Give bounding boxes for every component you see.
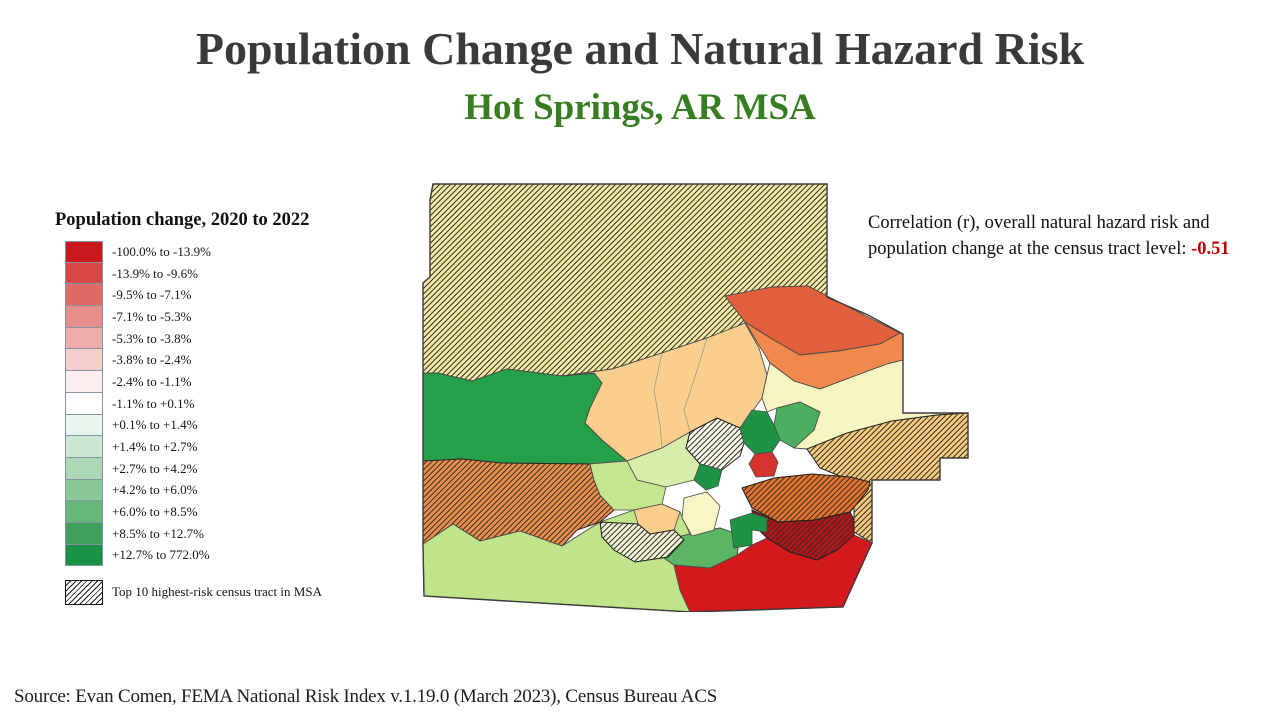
legend-label: -7.1% to -5.3% bbox=[112, 308, 192, 324]
legend-label: +12.7% to 772.0% bbox=[112, 547, 210, 563]
legend-row: -1.1% to +0.1% bbox=[65, 392, 395, 415]
legend-rows: -100.0% to -13.9% -13.9% to -9.6% -9.5% … bbox=[65, 241, 395, 567]
page-subtitle: Hot Springs, AR MSA bbox=[464, 87, 816, 128]
correlation-text: Correlation (r), overall natural hazard … bbox=[868, 213, 1210, 260]
legend-label: -3.8% to -2.4% bbox=[112, 352, 192, 368]
legend-hatch-label: Top 10 highest-risk census tract in MSA bbox=[112, 584, 322, 600]
legend-row: -3.8% to -2.4% bbox=[65, 349, 395, 372]
legend-row: -9.5% to -7.1% bbox=[65, 284, 395, 307]
legend-swatch bbox=[65, 544, 103, 567]
legend-label: -9.5% to -7.1% bbox=[112, 287, 192, 303]
hatch-overlay bbox=[807, 413, 968, 543]
county-outline bbox=[422, 183, 969, 612]
tract-city-darkgreen-north bbox=[739, 409, 781, 455]
legend-label: +0.1% to +1.4% bbox=[112, 417, 198, 433]
legend-label: -5.3% to -3.8% bbox=[112, 330, 192, 346]
legend-row: +1.4% to +2.7% bbox=[65, 436, 395, 458]
legend-row: -100.0% to -13.9% bbox=[65, 241, 395, 263]
correlation-note: Correlation (r), overall natural hazard … bbox=[868, 210, 1266, 263]
legend-label: -100.0% to -13.9% bbox=[112, 243, 211, 259]
tract-city-paleyellow-south bbox=[681, 491, 721, 537]
legend-label: -2.4% to -1.1% bbox=[112, 373, 192, 389]
legend-swatch bbox=[65, 457, 103, 480]
legend-swatch bbox=[65, 284, 103, 307]
legend-swatch bbox=[65, 501, 103, 523]
legend-label: +6.0% to +8.5% bbox=[112, 504, 198, 520]
source-note: Source: Evan Comen, FEMA National Risk I… bbox=[14, 686, 718, 707]
legend-swatch bbox=[65, 349, 103, 372]
hatch-overlay bbox=[752, 510, 854, 560]
legend-swatch bbox=[65, 414, 103, 437]
hatch-overlay bbox=[600, 522, 684, 562]
legend-row: +4.2% to +6.0% bbox=[65, 479, 395, 502]
hatch-overlay bbox=[686, 418, 744, 470]
hatch-overlay bbox=[423, 184, 827, 381]
legend-swatch bbox=[65, 522, 103, 545]
legend-label: +2.7% to +4.2% bbox=[112, 460, 198, 476]
legend-swatch bbox=[65, 392, 103, 415]
legend-row: -13.9% to -9.6% bbox=[65, 262, 395, 285]
legend-hatch-row: Top 10 highest-risk census tract in MSA bbox=[65, 579, 395, 605]
legend-hatch-swatch bbox=[65, 579, 103, 605]
tract-city-darkgreen-south bbox=[693, 463, 723, 491]
legend-label: -13.9% to -9.6% bbox=[112, 265, 198, 281]
page-title: Population Change and Natural Hazard Ris… bbox=[195, 23, 1085, 74]
choropleth-map bbox=[422, 180, 985, 612]
legend-row: -2.4% to -1.1% bbox=[65, 371, 395, 393]
correlation-value: -0.51 bbox=[1191, 239, 1230, 260]
legend-swatch bbox=[65, 262, 103, 285]
tract-boundary-line bbox=[653, 337, 708, 449]
legend-swatch bbox=[65, 327, 103, 350]
legend-label: -1.1% to +0.1% bbox=[112, 395, 195, 411]
legend-swatch bbox=[65, 306, 103, 328]
legend-swatch bbox=[65, 241, 103, 263]
legend: Population change, 2020 to 2022 -100.0% … bbox=[55, 210, 395, 605]
hatch-overlay bbox=[742, 474, 870, 522]
legend-title: Population change, 2020 to 2022 bbox=[55, 210, 310, 230]
legend-row: -7.1% to -5.3% bbox=[65, 306, 395, 328]
legend-row: +12.7% to 772.0% bbox=[65, 544, 395, 567]
map-svg bbox=[422, 183, 969, 612]
hatch-overlay bbox=[423, 459, 614, 546]
legend-row: -5.3% to -3.8% bbox=[65, 327, 395, 350]
legend-swatch bbox=[65, 436, 103, 458]
legend-row: +2.7% to +4.2% bbox=[65, 457, 395, 480]
legend-swatch bbox=[65, 371, 103, 393]
tract-city-red bbox=[748, 451, 779, 478]
legend-label: +4.2% to +6.0% bbox=[112, 482, 198, 498]
legend-row: +0.1% to +1.4% bbox=[65, 414, 395, 437]
legend-label: +1.4% to +2.7% bbox=[112, 439, 198, 455]
legend-label: +8.5% to +12.7% bbox=[112, 525, 204, 541]
tract-city-darkgreen-south bbox=[729, 512, 768, 549]
legend-swatch bbox=[65, 479, 103, 502]
legend-row: +6.0% to +8.5% bbox=[65, 501, 395, 523]
legend-row: +8.5% to +12.7% bbox=[65, 522, 395, 545]
